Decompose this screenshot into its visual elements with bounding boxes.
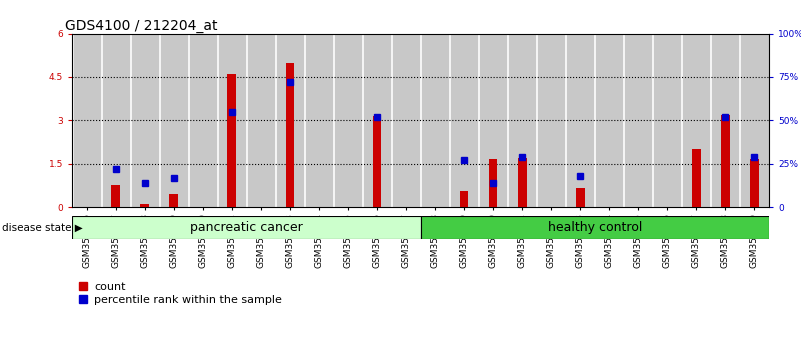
Bar [538, 34, 564, 207]
Bar [421, 216, 769, 239]
Bar [393, 34, 419, 207]
Text: GDS4100 / 212204_at: GDS4100 / 212204_at [65, 19, 218, 33]
Bar [692, 149, 701, 207]
Text: healthy control: healthy control [548, 221, 642, 234]
Bar [489, 159, 497, 207]
Bar [460, 191, 469, 207]
Bar [335, 34, 361, 207]
Bar [277, 34, 303, 207]
Bar [596, 34, 622, 207]
Bar [248, 34, 274, 207]
Bar [74, 34, 99, 207]
Bar [285, 63, 294, 207]
Bar [364, 34, 390, 207]
Bar [742, 34, 767, 207]
Bar [111, 185, 120, 207]
Bar [654, 34, 680, 207]
Bar [517, 158, 526, 207]
Text: disease state ▶: disease state ▶ [2, 222, 83, 232]
Bar [712, 34, 739, 207]
Bar [161, 34, 187, 207]
Bar [626, 34, 651, 207]
Legend: count, percentile rank within the sample: count, percentile rank within the sample [78, 282, 282, 305]
Bar [509, 34, 535, 207]
Bar [372, 116, 381, 207]
Bar [219, 34, 245, 207]
Bar [683, 34, 710, 207]
Bar [721, 115, 730, 207]
Text: pancreatic cancer: pancreatic cancer [190, 221, 303, 234]
Bar [480, 34, 506, 207]
Bar [576, 188, 585, 207]
Bar [140, 204, 149, 207]
Bar [567, 34, 594, 207]
Bar [190, 34, 215, 207]
Bar [227, 74, 236, 207]
Bar [422, 34, 448, 207]
Bar [451, 34, 477, 207]
Bar [72, 216, 421, 239]
Bar [306, 34, 332, 207]
Bar [103, 34, 129, 207]
Bar [131, 34, 158, 207]
Bar [750, 159, 759, 207]
Bar [169, 194, 178, 207]
